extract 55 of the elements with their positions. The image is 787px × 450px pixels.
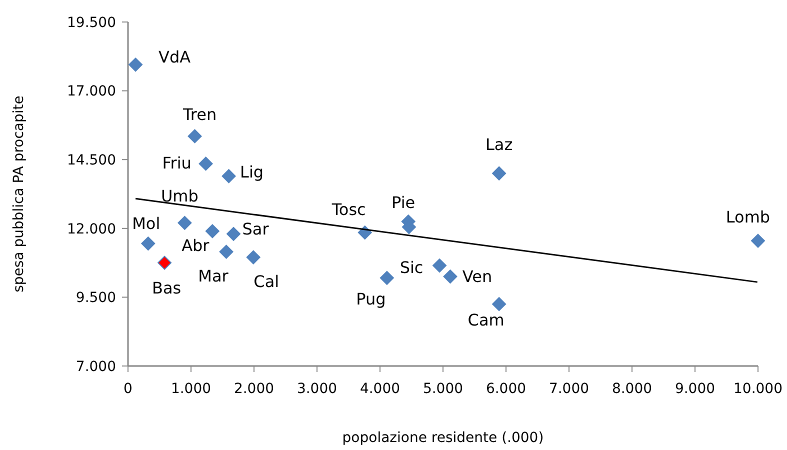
y-tick-label: 14.500	[67, 152, 116, 168]
y-tick-label: 19.500	[67, 14, 116, 31]
point	[188, 129, 202, 144]
x-tick-label: 10.000	[734, 381, 782, 397]
annotation: VdA	[158, 47, 191, 66]
x-tick-label: 4.000	[360, 381, 400, 397]
point	[380, 270, 394, 285]
annotation: Lig	[240, 162, 264, 182]
x-tick-label: 3.000	[296, 381, 338, 397]
annotation: Pug	[356, 290, 386, 309]
x-tick-label: 9.000	[674, 381, 716, 397]
annotation: Friu	[162, 153, 192, 172]
y-tick-label: 12.000	[67, 221, 116, 238]
x-tick-label: 8.000	[612, 381, 652, 397]
point	[443, 270, 458, 284]
point	[432, 258, 447, 273]
annotation: Abr	[182, 236, 210, 255]
point	[226, 226, 241, 241]
annotation: Pie	[392, 193, 416, 212]
annotation: Cam	[468, 310, 504, 330]
annotation: Sic	[400, 258, 424, 278]
x-tick-label: 5.000	[422, 381, 464, 397]
y-axis-title: spesa pubblica PA procapite	[10, 96, 27, 292]
annotation: Tren	[182, 104, 217, 124]
annotation: Tosc	[330, 200, 366, 220]
annotation: Sar	[242, 220, 270, 239]
point	[246, 250, 260, 264]
x-axis-title: popolazione residente (.000)	[342, 430, 544, 446]
x-tick-label: 1.000	[170, 381, 212, 397]
y-tick-label: 17.000	[67, 84, 116, 100]
annotation: Cal	[254, 272, 280, 291]
point	[198, 156, 213, 171]
annotation: Ven	[462, 267, 492, 286]
y-tick-label: 7.000	[76, 358, 116, 375]
point	[128, 58, 143, 72]
annotation: Lomb	[726, 207, 770, 226]
x-tick-label: 2.000	[234, 381, 274, 397]
x-tick-label: 7.000	[548, 381, 590, 397]
annotation: Mol	[132, 214, 160, 234]
point	[222, 169, 236, 184]
y-tick-label: 9.500	[76, 290, 116, 306]
point	[492, 166, 506, 180]
point	[751, 234, 765, 248]
annotation: Bas	[152, 278, 182, 298]
annotation: Laz	[486, 134, 513, 154]
annotation: Umb	[160, 186, 198, 206]
point	[141, 236, 156, 251]
point	[158, 256, 172, 270]
x-tick-label: 0	[124, 381, 132, 397]
point	[178, 216, 192, 230]
annotation: Mar	[198, 266, 229, 286]
point	[492, 297, 506, 312]
x-tick-label: 6.000	[486, 381, 526, 397]
point	[205, 224, 220, 238]
point	[219, 244, 234, 259]
